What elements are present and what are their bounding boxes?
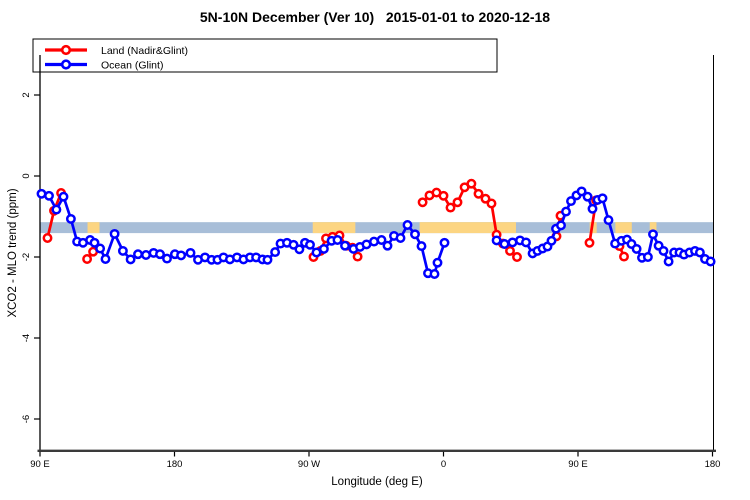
ocean-data-point	[318, 243, 329, 254]
ocean-data-point	[499, 239, 510, 249]
y-tick-label: -2	[21, 253, 32, 261]
land-data-point	[445, 202, 456, 213]
legend-label: Ocean (Glint)	[101, 59, 163, 71]
ocean-data-point	[162, 253, 172, 264]
land-data-point	[82, 254, 93, 264]
land-data-point	[505, 245, 515, 256]
legend-label: Land (Nadir&Glint)	[101, 45, 188, 57]
land-data-point	[466, 178, 477, 189]
ocean-data-point	[65, 213, 76, 224]
y-tick-label: 0	[21, 173, 32, 178]
land-data-point	[619, 251, 629, 262]
ocean-data-point	[395, 233, 406, 243]
ocean-data-point	[141, 250, 151, 260]
ocean-data-point	[521, 237, 531, 248]
ocean-data-point	[311, 247, 322, 258]
ocean-data-point	[561, 206, 571, 217]
y-axis-ticks: 2 0 -2 -4 -6	[21, 92, 40, 423]
x-axis-ticks: 90 E 180 90 W 0 90 E 180	[30, 451, 721, 470]
legend-box	[32, 38, 498, 73]
land-data-point	[584, 237, 595, 248]
ocean-series	[36, 186, 716, 279]
ocean-data-point	[58, 191, 69, 202]
ocean-data-point	[582, 191, 593, 202]
x-tick-label: 180	[167, 459, 183, 470]
ocean-data-point	[631, 243, 642, 254]
x-tick-label: 90 W	[298, 459, 320, 470]
reference-band-land-segment	[419, 222, 516, 234]
ocean-data-point	[262, 254, 273, 265]
land-data-point	[417, 197, 428, 208]
reference-band-land-segment	[615, 222, 632, 234]
reference-band-land-segment	[649, 222, 657, 234]
reference-band-land-segment	[312, 222, 356, 234]
ocean-data-point	[432, 257, 443, 268]
ocean-data-point	[694, 247, 705, 258]
x-tick-label: 180	[705, 459, 721, 470]
ocean-data-point	[382, 240, 393, 251]
land-data-point	[438, 190, 449, 201]
ocean-data-point	[155, 249, 165, 260]
ocean-data-point	[51, 204, 62, 215]
ocean-data-point	[332, 235, 343, 245]
ocean-data-point	[566, 196, 576, 207]
ocean-data-point	[429, 269, 440, 279]
ocean-data-point	[597, 193, 608, 204]
y-tick-label: -4	[21, 334, 32, 342]
y-tick-label: 2	[21, 92, 32, 97]
land-data-point	[486, 198, 497, 209]
ocean-data-point	[402, 220, 413, 230]
ocean-data-point	[305, 239, 315, 250]
ocean-data-point	[369, 236, 379, 247]
ocean-data-point	[576, 186, 587, 197]
ocean-data-point	[439, 237, 450, 248]
ocean-data-point	[176, 250, 187, 261]
x-tick-label: 0	[441, 459, 446, 470]
ocean-data-point	[95, 243, 106, 254]
ocean-data-point	[133, 249, 143, 260]
y-tick-label: -6	[21, 415, 32, 423]
ocean-data-point	[376, 235, 387, 245]
ocean-data-point	[185, 247, 196, 258]
ocean-data-point	[410, 229, 420, 240]
ocean-data-point	[658, 245, 669, 256]
land-data-point	[473, 188, 484, 199]
ocean-data-point	[89, 237, 100, 248]
land-data-point	[42, 233, 53, 243]
ocean-data-point	[44, 190, 54, 201]
ocean-data-point	[125, 254, 136, 265]
ocean-data-point	[270, 247, 281, 258]
ocean-data-point	[648, 229, 658, 240]
reference-band-ocean	[40, 222, 714, 234]
land-data-point	[352, 251, 363, 262]
legend: Land (Nadir&Glint) Ocean (Glint)	[32, 38, 498, 73]
legend-marker-icon	[60, 44, 72, 56]
ocean-data-point	[294, 244, 305, 255]
x-tick-label: 90 E	[30, 459, 50, 470]
legend-marker-icon	[60, 59, 72, 70]
ocean-data-point	[663, 256, 674, 267]
ocean-data-point	[109, 228, 120, 239]
land-data-point	[452, 197, 463, 208]
chart-title: 5N-10N December (Ver 10) 2015-01-01 to 2…	[199, 9, 551, 25]
land-data-point	[480, 193, 491, 204]
ocean-data-point	[556, 220, 566, 231]
x-tick-label: 90 E	[568, 459, 588, 470]
ocean-data-point	[587, 203, 598, 214]
ocean-data-point	[705, 256, 716, 267]
land-data-point	[512, 252, 522, 262]
y-axis-title: XCO2 - MLO trend (ppm)	[7, 188, 19, 318]
ocean-data-point	[546, 235, 557, 246]
ocean-data-point	[603, 215, 614, 226]
x-axis-title: Longitude (deg E)	[331, 476, 423, 488]
ocean-data-point	[491, 235, 502, 246]
ocean-data-point	[117, 245, 128, 256]
ocean-data-point	[642, 252, 653, 262]
ocean-data-point	[416, 241, 427, 252]
ocean-data-point	[340, 240, 350, 251]
reference-band-land-segment	[87, 222, 100, 234]
ocean-data-point	[100, 254, 111, 264]
